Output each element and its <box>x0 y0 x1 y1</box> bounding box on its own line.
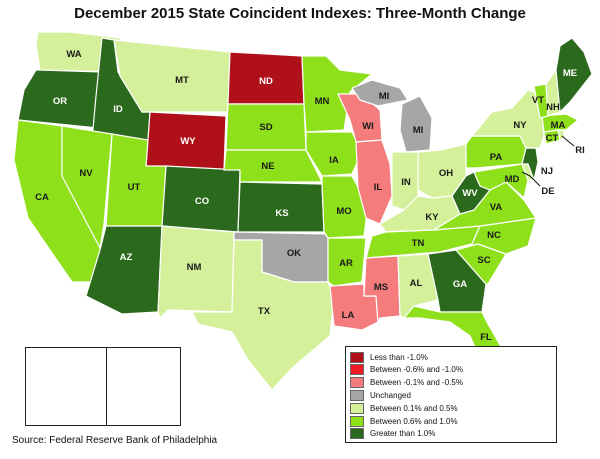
legend-label: Between -0.1% and -0.5% <box>370 378 463 388</box>
label-de: DE <box>541 186 554 197</box>
label-va: VA <box>490 202 503 213</box>
label-ga: GA <box>453 279 467 290</box>
legend-item-unch: Unchanged <box>350 389 411 401</box>
legend-swatch <box>350 377 364 389</box>
label-wi: WI <box>362 121 374 132</box>
state-ar <box>327 237 367 287</box>
legend-swatch <box>350 389 364 401</box>
state-labels: WA OR CA ID NV MT WY UT AZ CO NM ND SD N… <box>35 49 585 400</box>
label-fl: FL <box>480 332 492 343</box>
state-ma <box>541 113 579 133</box>
source-note: Source: Federal Reserve Bank of Philadel… <box>12 435 218 446</box>
state-mo <box>321 175 369 239</box>
legend-label: Less than -1.0% <box>370 352 428 362</box>
label-nh: NH <box>546 102 560 113</box>
state-nv <box>61 125 113 249</box>
label-or: OR <box>53 96 67 107</box>
state-ks <box>237 181 325 233</box>
label-nj: NJ <box>541 166 553 177</box>
label-ca: CA <box>35 192 49 203</box>
label-ia: IA <box>329 155 339 166</box>
state-me <box>555 37 593 113</box>
label-mt: MT <box>175 75 189 86</box>
legend-item-m01-m05: Between -0.1% and -0.5% <box>350 377 463 389</box>
label-id: ID <box>113 104 123 115</box>
label-oh: OH <box>439 168 453 179</box>
legend-item-lt-m1: Less than -1.0% <box>350 351 428 363</box>
label-ms: MS <box>374 282 388 293</box>
label-il: IL <box>374 182 383 193</box>
legend-label: Between -0.6% and -1.0% <box>370 365 463 375</box>
label-wy: WY <box>180 136 196 147</box>
label-al: AL <box>410 278 423 289</box>
pointer-lines <box>521 135 575 187</box>
label-in: IN <box>401 177 411 188</box>
legend-item-p06-p1: Between 0.6% and 1.0% <box>350 415 458 427</box>
state-mi-upper <box>351 79 409 107</box>
label-nm: NM <box>187 262 202 273</box>
label-mi-up: MI <box>379 91 390 102</box>
legend-label: Greater than 1.0% <box>370 429 436 439</box>
state-mi-lower <box>399 95 433 153</box>
label-mi: MI <box>413 125 424 136</box>
states-layer <box>13 31 593 409</box>
legend-label: Between 0.1% and 0.5% <box>370 403 458 413</box>
state-ia <box>305 131 363 177</box>
legend-swatch <box>350 364 364 376</box>
label-ne: NE <box>261 161 274 172</box>
label-sc: SC <box>477 255 490 266</box>
legend-item-p01-p05: Between 0.1% and 0.5% <box>350 402 458 414</box>
label-la: LA <box>342 310 355 321</box>
state-mn <box>301 55 373 133</box>
label-ks: KS <box>275 208 288 219</box>
legend-label: Unchanged <box>370 390 411 400</box>
md-pointer-line <box>521 171 531 177</box>
label-wv: WV <box>462 188 478 199</box>
label-me: ME <box>563 68 577 79</box>
label-ct: CT <box>546 133 559 144</box>
label-tn: TN <box>412 238 425 249</box>
legend-swatch <box>350 428 364 440</box>
inset-divider <box>106 348 107 425</box>
label-vt: VT <box>532 95 544 106</box>
legend: Less than -1.0% Between -0.6% and -1.0% Be… <box>345 346 557 443</box>
legend-item-gt-p1: Greater than 1.0% <box>350 428 435 440</box>
label-ar: AR <box>339 258 353 269</box>
map-title: December 2015 State Coincident Indexes: … <box>74 5 526 22</box>
state-tx <box>191 239 335 391</box>
ri-pointer-line <box>561 135 575 147</box>
label-ri: RI <box>575 145 585 156</box>
label-ky: KY <box>425 212 439 223</box>
label-ny: NY <box>513 120 527 131</box>
label-co: CO <box>195 196 209 207</box>
label-pa: PA <box>490 152 503 163</box>
inset-box <box>25 347 181 426</box>
legend-swatch <box>350 402 364 414</box>
label-mo: MO <box>336 206 351 217</box>
label-md: MD <box>505 174 520 185</box>
label-ok: OK <box>287 248 301 259</box>
label-sd: SD <box>259 122 272 133</box>
label-ma: MA <box>551 120 566 131</box>
legend-swatch <box>350 415 364 427</box>
de-pointer-line <box>529 175 541 187</box>
legend-label: Between 0.6% and 1.0% <box>370 416 458 426</box>
label-ut: UT <box>128 182 141 193</box>
label-nc: NC <box>487 230 501 241</box>
label-nd: ND <box>259 76 273 87</box>
label-tx: TX <box>258 306 271 317</box>
state-nc <box>439 217 537 255</box>
label-mn: MN <box>315 96 330 107</box>
legend-item-m06-m1: Between -0.6% and -1.0% <box>350 364 463 376</box>
label-nv: NV <box>79 168 93 179</box>
label-wa: WA <box>66 49 81 60</box>
state-il <box>355 139 393 225</box>
label-az: AZ <box>120 252 133 263</box>
legend-swatch <box>350 351 364 363</box>
